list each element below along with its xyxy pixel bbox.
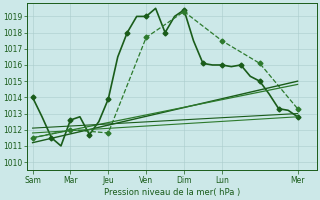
X-axis label: Pression niveau de la mer( hPa ): Pression niveau de la mer( hPa ) <box>104 188 240 197</box>
